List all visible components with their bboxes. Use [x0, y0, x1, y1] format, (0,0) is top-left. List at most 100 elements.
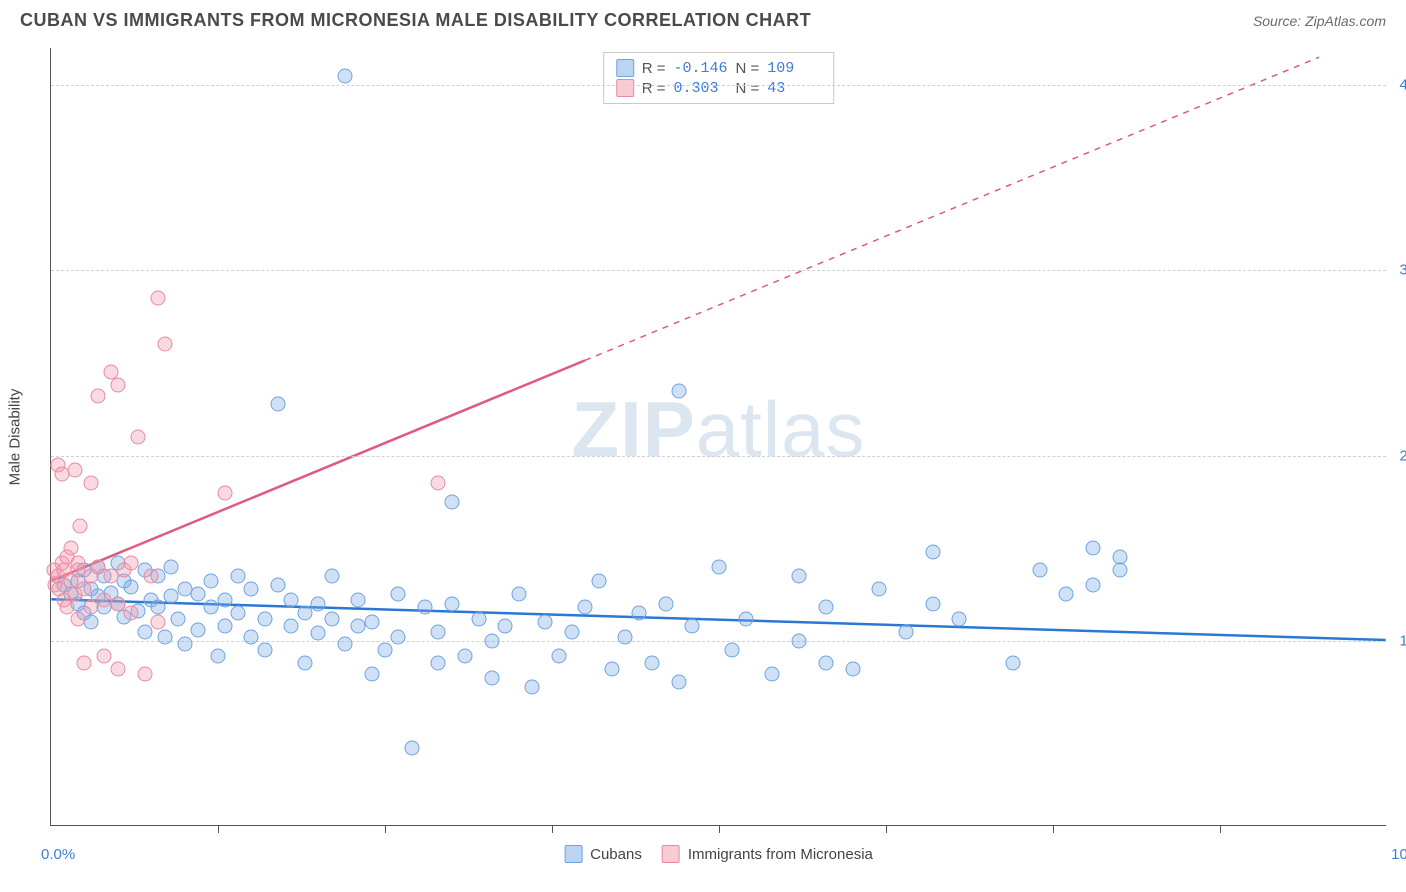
- data-point: [792, 633, 807, 648]
- data-point: [157, 630, 172, 645]
- r-value: -0.146: [673, 60, 727, 77]
- data-point: [110, 596, 125, 611]
- data-point: [297, 655, 312, 670]
- scatter-chart: Male Disability ZIPatlas R = -0.146 N = …: [50, 48, 1386, 826]
- legend-label: Immigrants from Micronesia: [688, 846, 873, 863]
- r-label: R =: [642, 60, 666, 77]
- data-point: [404, 741, 419, 756]
- data-point: [685, 618, 700, 633]
- data-point: [90, 559, 105, 574]
- data-point: [618, 630, 633, 645]
- x-tick: [886, 825, 887, 833]
- data-point: [244, 630, 259, 645]
- data-point: [378, 643, 393, 658]
- data-point: [137, 667, 152, 682]
- data-point: [144, 568, 159, 583]
- data-point: [818, 600, 833, 615]
- gridline: [51, 85, 1386, 86]
- data-point: [257, 643, 272, 658]
- data-point: [244, 581, 259, 596]
- data-point: [899, 624, 914, 639]
- data-point: [257, 611, 272, 626]
- data-point: [217, 593, 232, 608]
- data-point: [712, 559, 727, 574]
- data-point: [658, 596, 673, 611]
- legend-item: Immigrants from Micronesia: [662, 845, 873, 863]
- data-point: [444, 494, 459, 509]
- data-point: [84, 476, 99, 491]
- data-point: [1086, 578, 1101, 593]
- data-point: [297, 605, 312, 620]
- series-legend: Cubans Immigrants from Micronesia: [564, 845, 873, 863]
- x-axis-min-label: 0.0%: [41, 846, 75, 863]
- data-point: [551, 648, 566, 663]
- data-point: [671, 383, 686, 398]
- n-value: 43: [767, 80, 821, 97]
- data-point: [511, 587, 526, 602]
- x-tick: [719, 825, 720, 833]
- data-point: [431, 655, 446, 670]
- source-attribution: Source: ZipAtlas.com: [1253, 13, 1386, 29]
- data-point: [190, 622, 205, 637]
- data-point: [68, 463, 83, 478]
- data-point: [391, 587, 406, 602]
- data-point: [337, 637, 352, 652]
- data-point: [925, 544, 940, 559]
- data-point: [324, 568, 339, 583]
- x-tick: [1053, 825, 1054, 833]
- data-point: [324, 611, 339, 626]
- legend-row: R = 0.303 N = 43: [616, 79, 822, 97]
- data-point: [818, 655, 833, 670]
- data-point: [364, 615, 379, 630]
- data-point: [130, 430, 145, 445]
- data-point: [738, 611, 753, 626]
- x-tick: [385, 825, 386, 833]
- trend-lines: [51, 48, 1386, 825]
- data-point: [164, 559, 179, 574]
- data-point: [792, 568, 807, 583]
- data-point: [137, 624, 152, 639]
- data-point: [1059, 587, 1074, 602]
- data-point: [458, 648, 473, 663]
- data-point: [444, 596, 459, 611]
- data-point: [418, 600, 433, 615]
- n-value: 109: [767, 60, 821, 77]
- data-point: [631, 605, 646, 620]
- data-point: [952, 611, 967, 626]
- y-axis-title: Male Disability: [7, 388, 24, 485]
- r-value: 0.303: [673, 80, 727, 97]
- data-point: [484, 670, 499, 685]
- legend-swatch: [616, 79, 634, 97]
- data-point: [217, 485, 232, 500]
- data-point: [284, 618, 299, 633]
- data-point: [591, 574, 606, 589]
- legend-swatch: [616, 59, 634, 77]
- data-point: [845, 661, 860, 676]
- correlation-legend: R = -0.146 N = 109 R = 0.303 N = 43: [603, 52, 835, 104]
- data-point: [471, 611, 486, 626]
- data-point: [605, 661, 620, 676]
- data-point: [77, 581, 92, 596]
- data-point: [1112, 563, 1127, 578]
- y-tick-label: 10.0%: [1399, 632, 1406, 649]
- data-point: [204, 574, 219, 589]
- data-point: [70, 555, 85, 570]
- data-point: [872, 581, 887, 596]
- data-point: [524, 680, 539, 695]
- data-point: [157, 337, 172, 352]
- y-tick-label: 30.0%: [1399, 262, 1406, 279]
- data-point: [170, 611, 185, 626]
- data-point: [337, 68, 352, 83]
- data-point: [190, 587, 205, 602]
- data-point: [765, 667, 780, 682]
- data-point: [351, 593, 366, 608]
- data-point: [124, 580, 139, 595]
- data-point: [77, 655, 92, 670]
- data-point: [484, 633, 499, 648]
- data-point: [311, 596, 326, 611]
- data-point: [211, 648, 226, 663]
- data-point: [110, 378, 125, 393]
- data-point: [84, 615, 99, 630]
- data-point: [97, 648, 112, 663]
- data-point: [925, 596, 940, 611]
